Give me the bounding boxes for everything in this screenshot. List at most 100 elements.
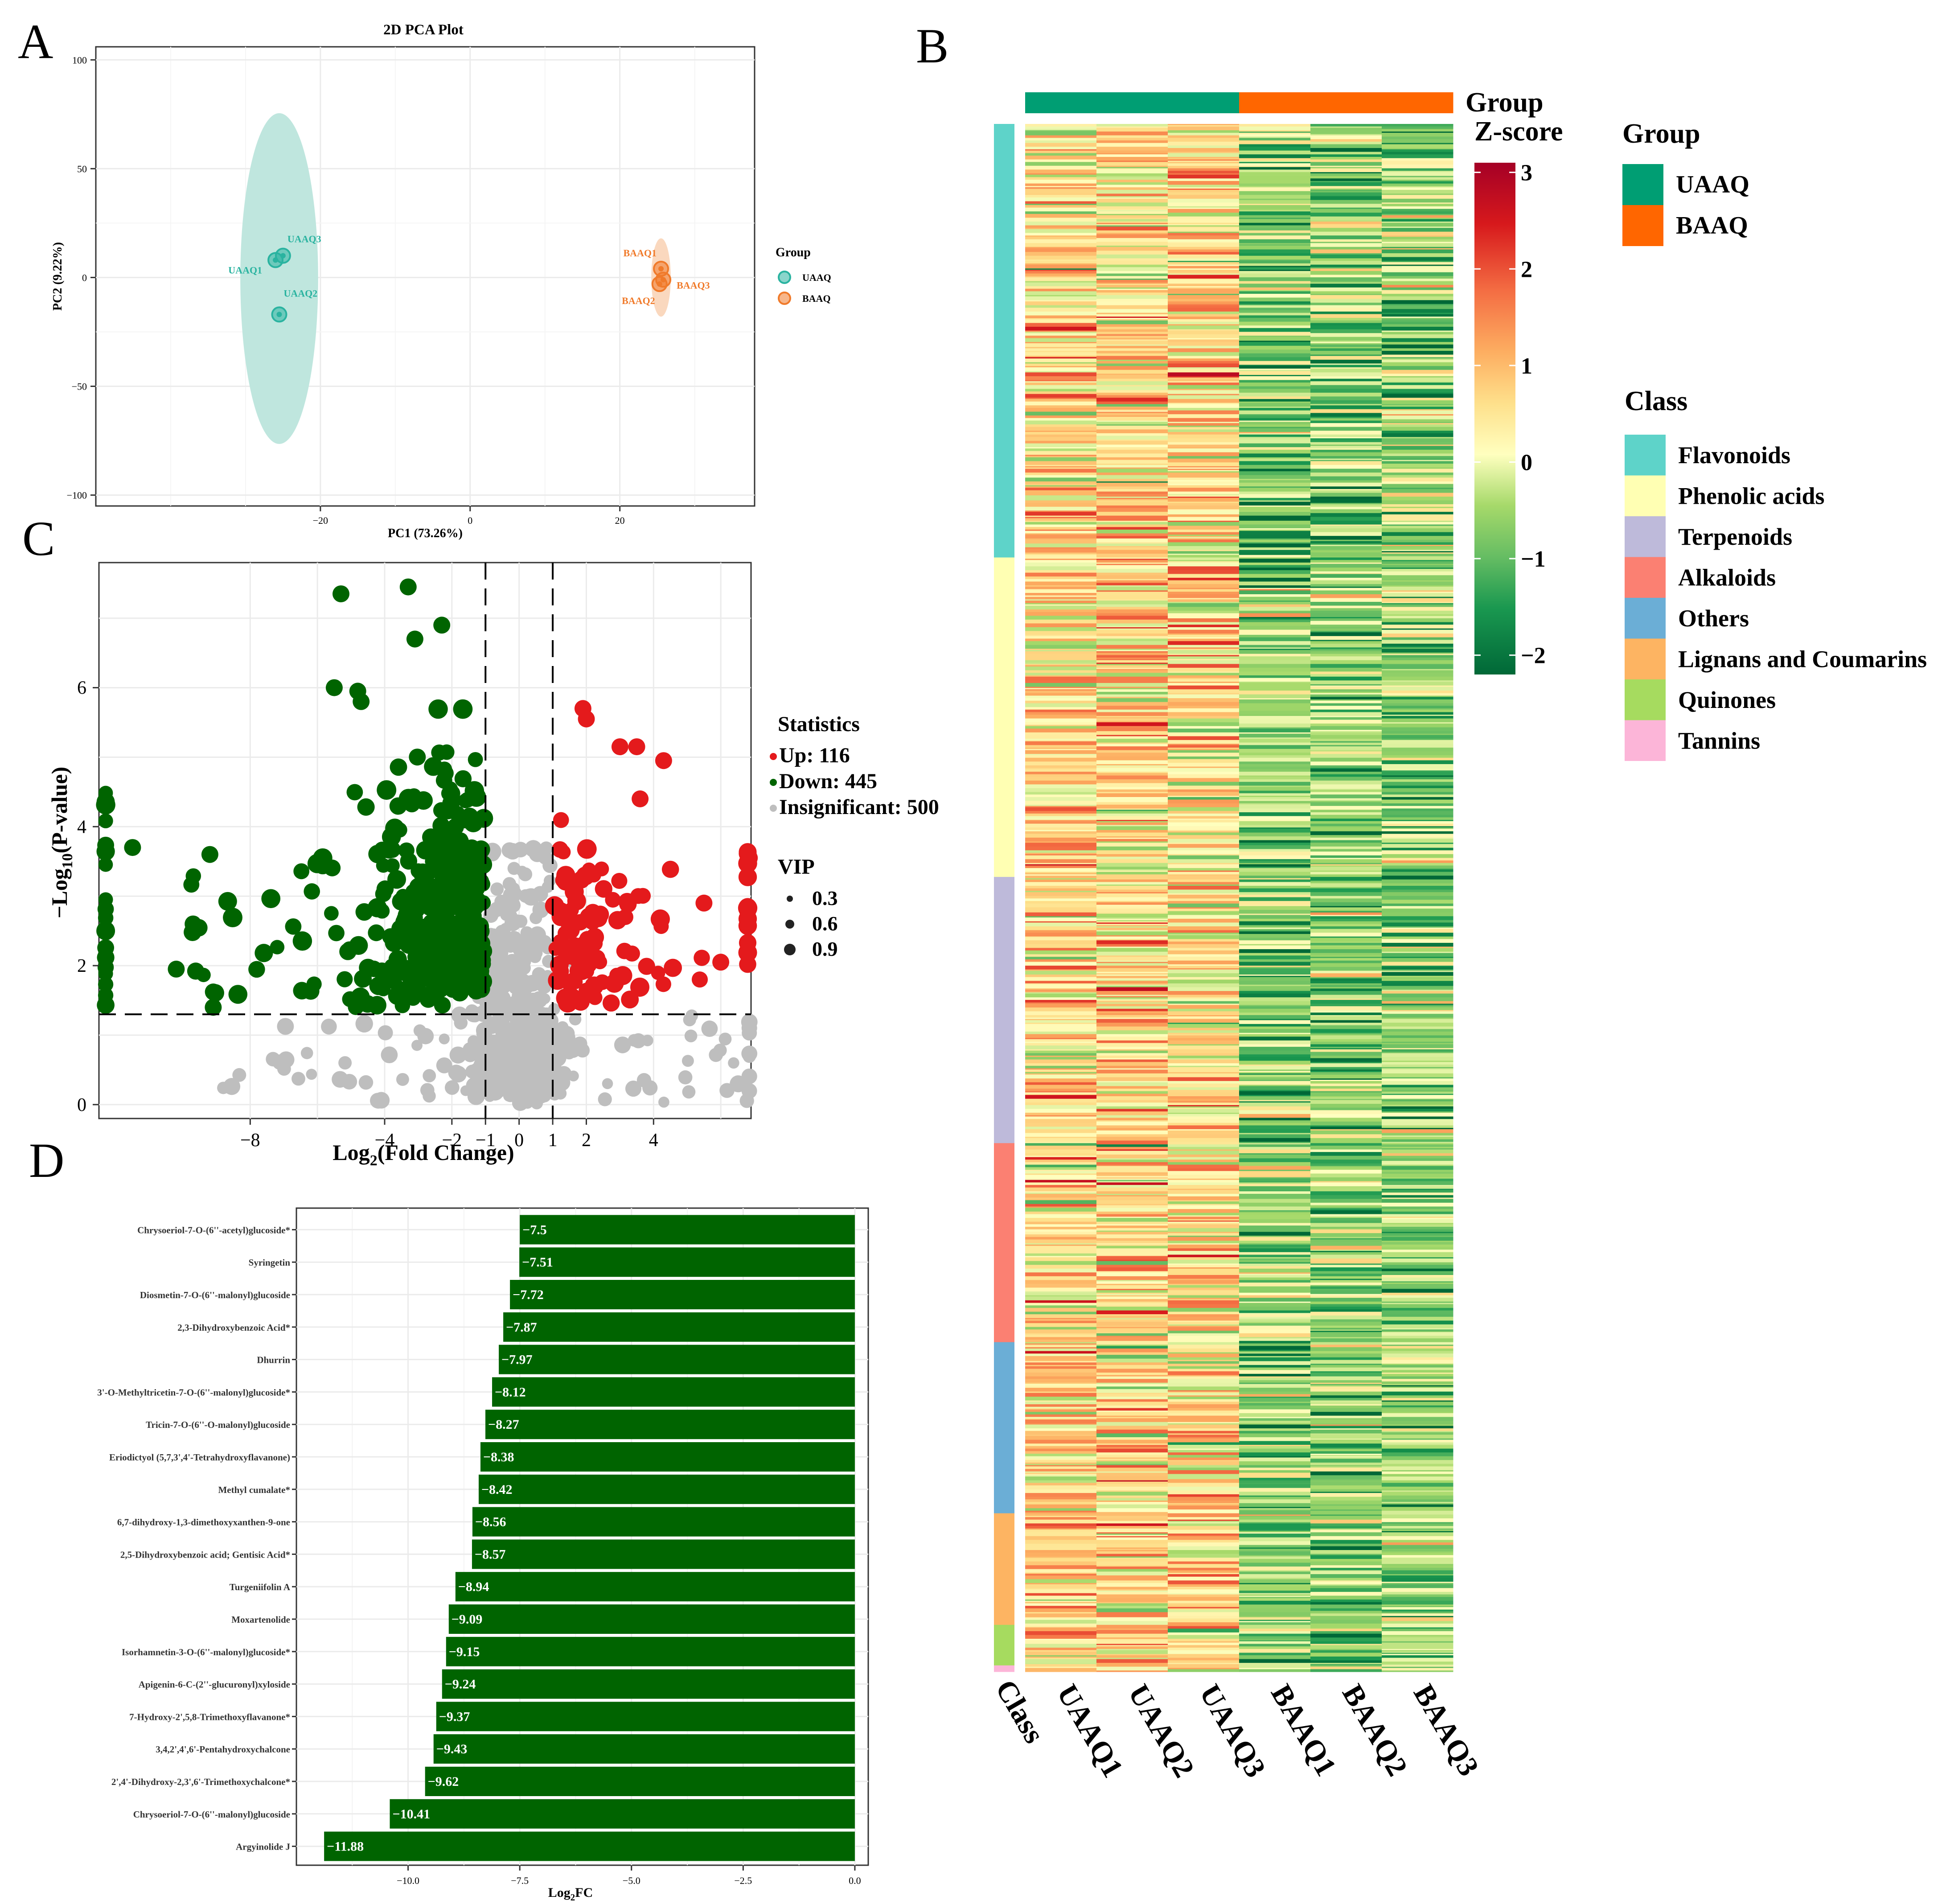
heatmap-cell [1382, 1161, 1453, 1165]
heatmap-cell [1096, 623, 1168, 626]
heatmap-cell [1310, 739, 1382, 742]
heatmap-cell [1239, 301, 1311, 304]
heatmap-cell [1168, 1232, 1240, 1234]
heatmap-cell [1310, 264, 1382, 267]
bar-category-label: Syringetin [249, 1257, 291, 1268]
heatmap-cell [1096, 467, 1168, 469]
heatmap-cell [1096, 1480, 1168, 1482]
volcano-point-insig [614, 1036, 631, 1053]
heatmap-cell [1310, 1263, 1382, 1265]
heatmap-cell [1096, 1393, 1168, 1394]
heatmap-cell [1239, 1532, 1311, 1534]
heatmap-cell [1025, 318, 1097, 320]
heatmap-cell [1096, 797, 1168, 799]
heatmap-cell [1239, 1365, 1311, 1368]
heatmap-cell [1310, 1261, 1382, 1264]
heatmap-cell [1239, 529, 1311, 531]
heatmap-column-label: UAAQ2 [1122, 1679, 1201, 1783]
heatmap-cell [1025, 405, 1097, 408]
heatmap-cell [1168, 1209, 1240, 1213]
heatmap-cell [1096, 1088, 1168, 1092]
heatmap-cell [1310, 924, 1382, 927]
heatmap-cell [1025, 162, 1097, 166]
heatmap-cell [1096, 1244, 1168, 1246]
heatmap-cell [1025, 768, 1097, 769]
heatmap-cell [1025, 342, 1097, 344]
heatmap-cell [1025, 990, 1097, 991]
heatmap-cell [1310, 476, 1382, 481]
heatmap-cell [1310, 1143, 1382, 1146]
heatmap-cell [1239, 424, 1311, 428]
heatmap-cell [1382, 1007, 1453, 1011]
heatmap-cell [1239, 205, 1311, 210]
heatmap-cell [1168, 330, 1240, 335]
heatmap-cell [1382, 221, 1453, 223]
heatmap-cell [1168, 1065, 1240, 1068]
heatmap-cell [1310, 469, 1382, 473]
heatmap-cell [1382, 409, 1453, 411]
heatmap-cell [1025, 748, 1097, 749]
heatmap-cell [1239, 218, 1311, 219]
heatmap-cell [1239, 502, 1311, 506]
volcano-point-insig [719, 1083, 735, 1098]
heatmap-cell [1025, 1243, 1097, 1245]
heatmap-cell [1168, 1044, 1240, 1046]
heatmap-cell [1382, 1256, 1453, 1258]
heatmap-cell [1310, 863, 1382, 865]
heatmap-cell [1168, 458, 1240, 463]
heatmap-cell [1239, 649, 1311, 650]
heatmap-cell [1096, 999, 1168, 1000]
heatmap-cell [1025, 612, 1097, 616]
heatmap-cell [1382, 1032, 1453, 1036]
heatmap-cell [1096, 299, 1168, 302]
heatmap-cell [1382, 826, 1453, 828]
heatmap-cell [1025, 1466, 1097, 1469]
heatmap-cell [1096, 1109, 1168, 1112]
heatmap-cell [1096, 401, 1168, 405]
heatmap-cell [1096, 925, 1168, 927]
heatmap-cell [1025, 1049, 1097, 1051]
heatmap-cell [1239, 905, 1311, 907]
heatmap-cell [1096, 210, 1168, 212]
heatmap-cell [1025, 707, 1097, 710]
vip-legend-swatch [784, 944, 796, 955]
heatmap-cell [1310, 1035, 1382, 1040]
heatmap-cell [1168, 390, 1240, 395]
heatmap-cell [1239, 1206, 1311, 1211]
heatmap-cell [1310, 126, 1382, 128]
heatmap-cell [1025, 938, 1097, 941]
heatmap-cell [1096, 628, 1168, 630]
heatmap-cell [1025, 680, 1097, 683]
heatmap-cell [1310, 557, 1382, 560]
heatmap-cell [1239, 1526, 1311, 1530]
heatmap-cell [1168, 876, 1240, 880]
heatmap-cell [1382, 160, 1453, 165]
heatmap-cell [1239, 570, 1311, 575]
heatmap-cell [1025, 1617, 1097, 1619]
volcano-legend-swatch [770, 805, 777, 812]
heatmap-cell [1382, 262, 1453, 265]
heatmap-cell [1239, 1196, 1311, 1199]
heatmap-cell [1025, 1296, 1097, 1301]
heatmap-cell [1096, 1633, 1168, 1638]
heatmap-cell [1025, 153, 1097, 156]
heatmap-cell [1096, 1369, 1168, 1373]
heatmap-cell [1096, 494, 1168, 497]
heatmap-cell [1096, 329, 1168, 332]
heatmap-cell [1382, 699, 1453, 704]
heatmap-cell [1239, 1353, 1311, 1357]
heatmap-cell [1168, 1220, 1240, 1222]
heatmap-cell [1382, 1664, 1453, 1666]
pca-point-core [657, 281, 662, 287]
heatmap-cell [1025, 1193, 1097, 1198]
volcano-point-up [611, 738, 628, 756]
heatmap-cell [1310, 148, 1382, 152]
heatmap-cell [1025, 543, 1097, 548]
heatmap-cell [1382, 351, 1453, 355]
heatmap-cell [1239, 1659, 1311, 1663]
heatmap-cell [1025, 1512, 1097, 1514]
heatmap-cell [1382, 1100, 1453, 1102]
heatmap-cell [1096, 153, 1168, 155]
heatmap-cell [1239, 1374, 1311, 1377]
heatmap-cell [1310, 314, 1382, 318]
